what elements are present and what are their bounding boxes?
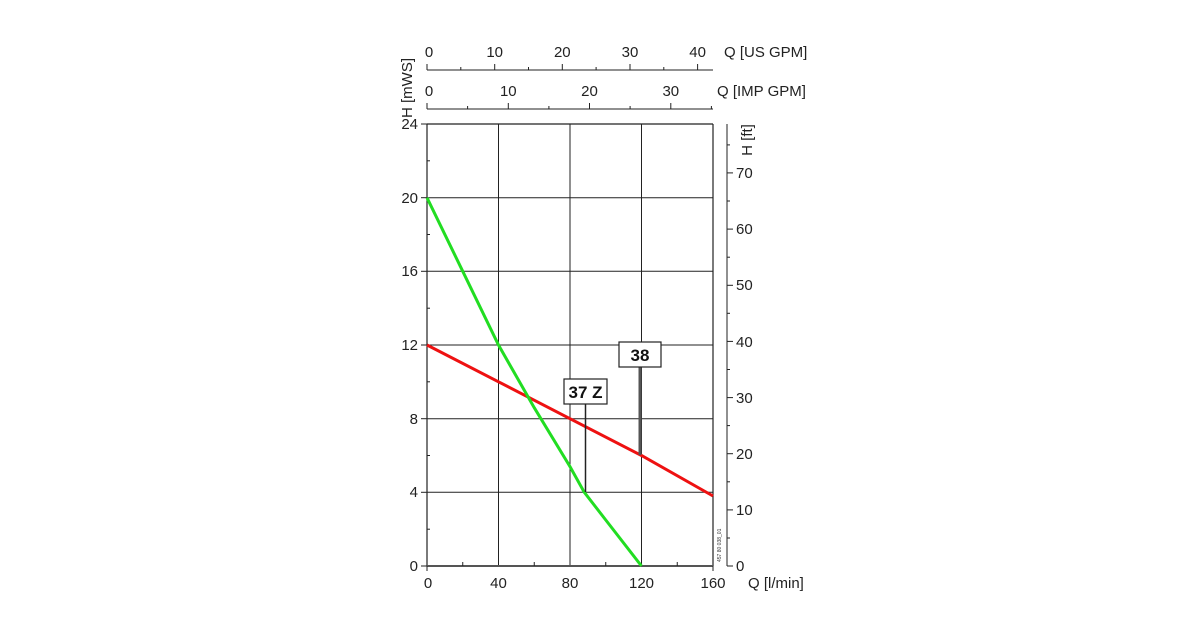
- imp-gpm-labels: 0 10 20 30: [425, 83, 679, 100]
- marker-38-label: 38: [631, 346, 650, 365]
- imp-tick-0: 0: [425, 83, 433, 100]
- marker-37z: 37 Z: [563, 378, 608, 492]
- y-tick-20: 20: [401, 190, 418, 207]
- y-tick-4: 4: [410, 484, 418, 501]
- marker-37z-label: 37 Z: [568, 383, 602, 402]
- y-axis-labels: 24 20 16 12 8 4 0: [401, 116, 418, 575]
- y-tick-12: 12: [401, 337, 418, 354]
- x-tick-80: 80: [562, 575, 579, 592]
- ft-axis-title: H [ft]: [739, 124, 756, 156]
- y-axis-title: H [mWS]: [399, 58, 416, 118]
- x-tick-0: 0: [424, 575, 432, 592]
- us-gpm-axis: [426, 64, 713, 71]
- us-gpm-labels: 0 10 20 30 40: [425, 44, 706, 61]
- ft-tick-50: 50: [736, 277, 753, 294]
- imp-tick-30: 30: [662, 83, 679, 100]
- ft-tick-10: 10: [736, 502, 753, 519]
- x-tick-40: 40: [490, 575, 507, 592]
- grid: [427, 124, 713, 566]
- x-axis-title: Q [l/min]: [748, 575, 804, 592]
- us-tick-30: 30: [622, 44, 639, 61]
- x-tick-160: 160: [700, 575, 725, 592]
- green-curve: [425, 197, 643, 567]
- imp-tick-20: 20: [581, 83, 598, 100]
- imp-gpm-title: Q [IMP GPM]: [717, 83, 806, 100]
- y-axis-ticks: [421, 123, 430, 567]
- ft-tick-30: 30: [736, 390, 753, 407]
- us-tick-0: 0: [425, 44, 433, 61]
- x-tick-120: 120: [629, 575, 654, 592]
- x-axis-labels: 0 40 80 120 160: [424, 575, 726, 592]
- ft-tick-20: 20: [736, 446, 753, 463]
- red-curve: [426, 343, 714, 498]
- figure-code: 457 80 038_01: [717, 528, 723, 562]
- us-tick-20: 20: [554, 44, 571, 61]
- ft-axis: [726, 124, 733, 567]
- us-gpm-title: Q [US GPM]: [724, 44, 807, 61]
- ft-tick-70: 70: [736, 165, 753, 182]
- ft-tick-60: 60: [736, 221, 753, 238]
- y-tick-0: 0: [410, 558, 418, 575]
- ft-labels: 0 10 20 30 40 50 60 70: [736, 165, 753, 575]
- ft-tick-0: 0: [736, 558, 744, 575]
- y-tick-24: 24: [401, 116, 418, 133]
- y-tick-16: 16: [401, 263, 418, 280]
- imp-tick-10: 10: [500, 83, 517, 100]
- marker-38: 38: [618, 341, 662, 455]
- us-tick-40: 40: [689, 44, 706, 61]
- imp-gpm-axis: [426, 103, 713, 110]
- x-axis-ticks: [426, 562, 714, 571]
- y-tick-8: 8: [410, 411, 418, 428]
- ft-tick-40: 40: [736, 334, 753, 351]
- us-tick-10: 10: [486, 44, 503, 61]
